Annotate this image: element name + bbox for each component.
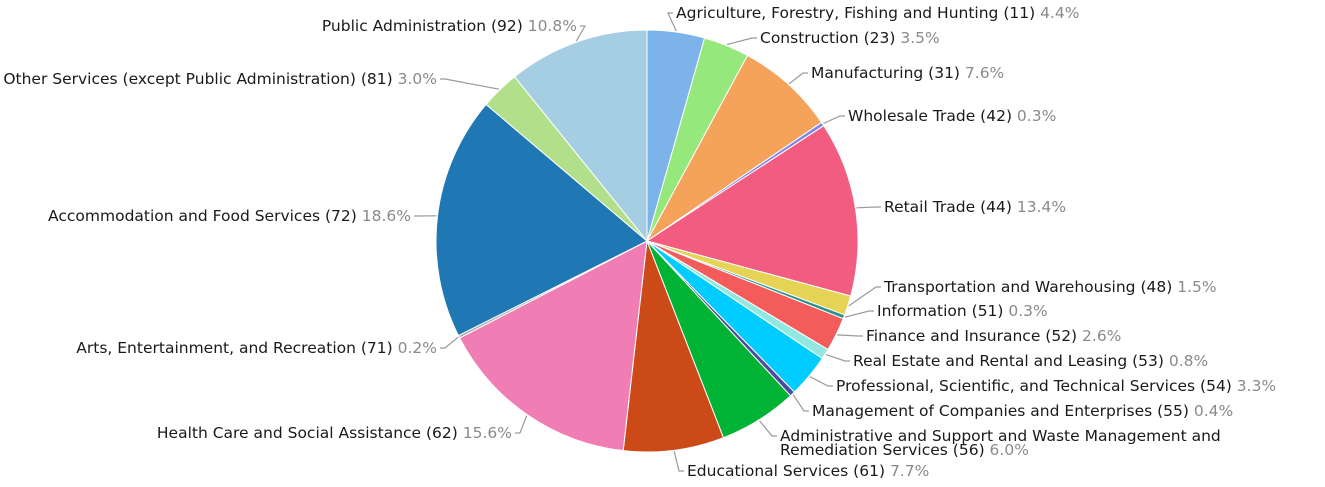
pie-label-percent: 15.6% xyxy=(458,424,512,442)
pie-label: Educational Services (61) 7.7% xyxy=(687,462,929,480)
pie-slice[interactable] xyxy=(622,240,725,453)
pie-label-name: Construction (23) xyxy=(760,29,895,47)
pie-label-name: Remediation Services (56) xyxy=(780,441,985,459)
pie-label-name: Health Care and Social Assistance (62) xyxy=(157,424,458,442)
pie-leader-line xyxy=(809,376,833,387)
pie-label-name: Real Estate and Rental and Leasing (53) xyxy=(853,352,1164,370)
pie-slices xyxy=(435,29,859,453)
pie-label: Professional, Scientific, and Technical … xyxy=(836,377,1276,395)
pie-label: Arts, Entertainment, and Recreation (71)… xyxy=(76,339,437,357)
pie-label: Retail Trade (44) 13.4% xyxy=(884,198,1066,216)
pie-label-name: Wholesale Trade (42) xyxy=(848,107,1012,125)
pie-label-percent: 0.3% xyxy=(1012,107,1056,125)
pie-labels: Agriculture, Forestry, Fishing and Hunti… xyxy=(3,4,1276,480)
pie-label: Finance and Insurance (52) 2.6% xyxy=(866,327,1121,345)
pie-label-name: Manufacturing (31) xyxy=(811,64,960,82)
pie-label: Manufacturing (31) 7.6% xyxy=(811,64,1004,82)
pie-leader-line xyxy=(440,336,459,349)
pie-leader-line xyxy=(726,37,757,46)
pie-slice[interactable] xyxy=(646,54,823,242)
pie-label-percent: 2.6% xyxy=(1077,327,1121,345)
pie-label: Administrative and Support and Waste Man… xyxy=(780,427,1221,459)
pie-label: Accommodation and Food Services (72) 18.… xyxy=(48,207,411,225)
pie-label-name: Transportation and Warehousing (48) xyxy=(883,278,1172,296)
pie-leader-line xyxy=(825,354,850,362)
pie-leader-line xyxy=(837,334,863,337)
pie-leader-line xyxy=(440,78,500,90)
pie-leader-line xyxy=(673,451,684,472)
pie-leader-line xyxy=(823,115,845,125)
pie-leader-line xyxy=(856,206,881,209)
pie-label-percent: 3.5% xyxy=(895,29,939,47)
pie-slice[interactable] xyxy=(435,103,648,337)
pie-label-percent: 0.3% xyxy=(1003,302,1047,320)
pie-slice[interactable] xyxy=(458,240,648,452)
pie-label-percent: 13.4% xyxy=(1012,198,1066,216)
pie-label-percent: 0.4% xyxy=(1189,402,1233,420)
pie-leader-line xyxy=(792,394,809,412)
pie-label-percent: 18.6% xyxy=(357,207,411,225)
pie-label: Wholesale Trade (42) 0.3% xyxy=(848,107,1056,125)
pie-leader-line xyxy=(575,25,587,42)
pie-label: Real Estate and Rental and Leasing (53) … xyxy=(853,352,1208,370)
pie-label-name: Administrative and Support and Waste Man… xyxy=(780,427,1221,445)
pie-leader-line xyxy=(788,72,808,85)
pie-label-percent: 3.0% xyxy=(393,70,437,88)
pie-label-name: Finance and Insurance (52) xyxy=(866,327,1077,345)
pie-label-name: Professional, Scientific, and Technical … xyxy=(836,377,1232,395)
pie-label-name: Information (51) xyxy=(877,302,1003,320)
pie-label-name: Accommodation and Food Services (72) xyxy=(48,207,357,225)
pie-label-percent: 6.0% xyxy=(985,441,1029,459)
pie-label: Information (51) 0.3% xyxy=(877,302,1048,320)
pie-label-name: Arts, Entertainment, and Recreation (71) xyxy=(76,339,392,357)
pie-label: Construction (23) 3.5% xyxy=(760,29,940,47)
pie-label: Management of Companies and Enterprises … xyxy=(812,402,1233,420)
pie-label: Agriculture, Forestry, Fishing and Hunti… xyxy=(676,4,1079,22)
pie-slice[interactable] xyxy=(513,29,648,243)
pie-label: Transportation and Warehousing (48) 1.5% xyxy=(883,278,1217,296)
pie-label-percent: 4.4% xyxy=(1035,4,1079,22)
pie-label-percent: 1.5% xyxy=(1172,278,1216,296)
pie-label-name: Educational Services (61) xyxy=(687,462,885,480)
pie-leader-line xyxy=(844,310,874,318)
pie-label-percent: 7.7% xyxy=(885,462,929,480)
pie-label-percent: 0.8% xyxy=(1164,352,1208,370)
pie-leader-line xyxy=(848,286,881,307)
pie-label: Health Care and Social Assistance (62) 1… xyxy=(157,424,512,442)
pie-label-name: Public Administration (92) xyxy=(322,17,523,35)
pie-label-name: Retail Trade (44) xyxy=(884,198,1012,216)
pie-label-percent: 0.2% xyxy=(393,339,437,357)
pie-label-name: Agriculture, Forestry, Fishing and Hunti… xyxy=(676,4,1035,22)
pie-label-name: Management of Companies and Enterprises … xyxy=(812,402,1189,420)
pie-label-percent: 3.3% xyxy=(1232,377,1276,395)
pie-label: Other Services (except Public Administra… xyxy=(3,70,437,88)
pie-leader-lines xyxy=(414,12,881,472)
pie-label-name: Other Services (except Public Administra… xyxy=(3,70,392,88)
pie-label: Public Administration (92) 10.8% xyxy=(322,17,577,35)
pie-label-percent: 7.6% xyxy=(960,64,1004,82)
pie-leader-line xyxy=(667,12,677,32)
pie-leader-line xyxy=(515,415,528,434)
pie-leader-line xyxy=(759,420,777,437)
pie-label-percent: 10.8% xyxy=(523,17,577,35)
pie-slice[interactable] xyxy=(645,125,859,297)
